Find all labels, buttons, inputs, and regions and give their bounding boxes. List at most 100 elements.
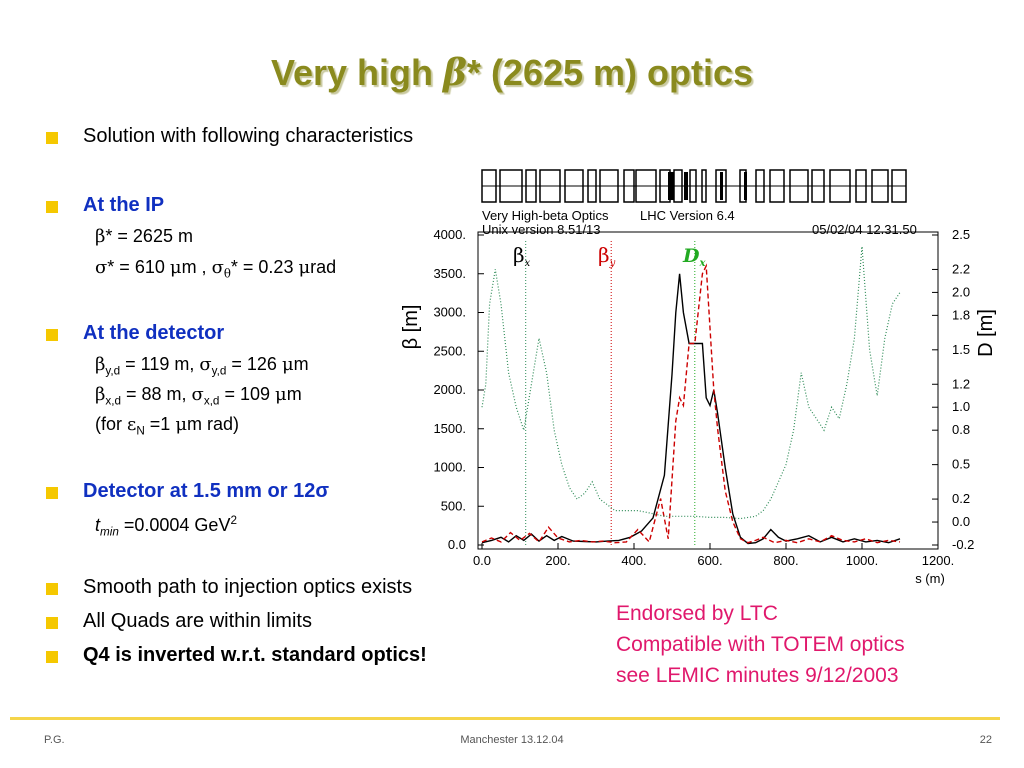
lattice-element [739, 169, 747, 203]
bullet-at-ip: At the IP [83, 194, 165, 216]
endorsed-line: Compatible with TOTEM optics [616, 633, 905, 656]
ip-sigma: σ* = 610 μm , σθ* = 0.23 μrad [95, 257, 337, 281]
endorsed-line: see LEMIC minutes 9/12/2003 [616, 664, 899, 687]
endorsed-line: Endorsed by LTC [616, 602, 778, 625]
y-tick-label-right: -0.2 [952, 537, 974, 552]
x-axis-label: s (m) [915, 571, 945, 586]
lattice-element [673, 169, 683, 203]
lattice-element [499, 169, 523, 203]
y-tick-label-left: 2500. [433, 343, 466, 358]
y-tick-label-right: 0.5 [952, 457, 970, 472]
y-tick-label-right: 1.0 [952, 399, 970, 414]
lattice-element [755, 169, 765, 203]
y-tick-label-left: 0.0 [448, 537, 466, 552]
lattice-element [564, 169, 584, 203]
footer-author: P.G. [44, 734, 65, 746]
lattice-element [599, 169, 619, 203]
x-tick-label: 1000. [846, 553, 879, 568]
bullet-marker [46, 132, 58, 144]
bullet-marker [46, 583, 58, 595]
y-tick-label-right: 1.5 [952, 342, 970, 357]
bullet-quads: All Quads are within limits [83, 610, 312, 632]
legend-beta-x: βx [513, 243, 531, 269]
x-tick-label: 400. [621, 553, 646, 568]
y-tick-label-right: 2.0 [952, 284, 970, 299]
x-tick-label: 200. [545, 553, 570, 568]
ip-beta-star: β* = 2625 m [95, 226, 193, 247]
lattice-element [635, 169, 657, 203]
lattice-element [587, 169, 597, 203]
series-βx [481, 273, 901, 545]
x-tick-label: 1200. [922, 553, 955, 568]
lattice-element [481, 169, 497, 203]
lattice-element [715, 169, 727, 203]
series-βy [481, 263, 901, 544]
lattice-magnet [744, 172, 747, 200]
lattice-element [659, 169, 671, 203]
t-min: tmin =0.0004 GeV2 [95, 514, 237, 539]
lattice-element [623, 169, 635, 203]
title-beta: β [443, 52, 467, 94]
lattice-magnet [668, 172, 674, 200]
slide-title: Very high β* (2625 m) optics [270, 52, 754, 94]
bullet-marker [46, 487, 58, 499]
plot-header-unix: Unix version 8.51/13 [482, 222, 601, 237]
lattice-element [811, 169, 825, 203]
y-tick-label-right: 2.5 [952, 227, 970, 242]
bullet-marker [46, 201, 58, 213]
bullet-q4: Q4 is inverted w.r.t. standard optics! [83, 644, 427, 666]
lattice-element [829, 169, 851, 203]
plot-header-version: LHC Version 6.4 [640, 208, 735, 223]
bullet-smooth-path: Smooth path to injection optics exists [83, 576, 413, 598]
y-tick-label-left: 1000. [433, 460, 466, 475]
x-tick-label: 600. [697, 553, 722, 568]
lattice-element [855, 169, 867, 203]
bullet-marker [46, 651, 58, 663]
y-tick-label-left: 3500. [433, 266, 466, 281]
y-tick-label-right: 0.0 [952, 514, 970, 529]
footer-venue-date: Manchester 13.12.04 [460, 734, 564, 746]
lattice-element [871, 169, 889, 203]
detector-emittance: (for εN =1 μm rad) [95, 414, 240, 438]
y-tick-label-left: 1500. [433, 421, 466, 436]
bullet-marker [46, 329, 58, 341]
bullet-solution: Solution with following characteristics [83, 125, 414, 147]
y-tick-label-left: 3000. [433, 305, 466, 320]
y-tick-label-left: 500. [441, 498, 466, 513]
lattice-element [525, 169, 537, 203]
x-tick-label: 800. [773, 553, 798, 568]
plot-header-title: Very High-beta Optics [482, 208, 609, 223]
lattice-magnet [684, 172, 688, 200]
lattice-element [701, 169, 707, 203]
y-axis-label-left: β [m] [400, 305, 422, 350]
y-tick-label-right: 0.8 [952, 422, 970, 437]
bullet-marker [46, 617, 58, 629]
y-tick-label-right: 1.8 [952, 307, 970, 322]
lattice-magnet [720, 172, 723, 200]
y-tick-label-right: 1.2 [952, 376, 970, 391]
lattice-element [891, 169, 907, 203]
plot-frame [477, 231, 939, 550]
detector-x: βx,d = 88 m, σx,d = 109 μm [95, 384, 302, 408]
y-tick-label-right: 0.2 [952, 491, 970, 506]
bullet-at-detector: At the detector [83, 322, 225, 344]
x-tick-label: 0.0 [473, 553, 491, 568]
endorsed-note: Endorsed by LTC Compatible with TOTEM op… [616, 598, 905, 691]
footer-rule [10, 717, 1000, 720]
series-Dx [481, 246, 901, 520]
lattice-elements [481, 169, 907, 203]
footer-page-number: 22 [979, 734, 992, 746]
y-tick-label-left: 4000. [433, 227, 466, 242]
lattice-element [789, 169, 809, 203]
lattice-element [769, 169, 785, 203]
legend-dx: Dx [682, 245, 706, 269]
plot-header-date: 05/02/04 12.31.50 [812, 222, 917, 237]
lattice-element [689, 169, 697, 203]
legend-beta-y: βy [598, 243, 616, 269]
lattice-element [539, 169, 561, 203]
y-tick-label-left: 2000. [433, 382, 466, 397]
y-tick-label-right: 2.2 [952, 261, 970, 276]
bullet-detector-position: Detector at 1.5 mm or 12σ [83, 480, 329, 502]
detector-y: βy,d = 119 m, σy,d = 126 μm [95, 354, 309, 378]
y-axis-label-right: D [m] [975, 309, 997, 357]
